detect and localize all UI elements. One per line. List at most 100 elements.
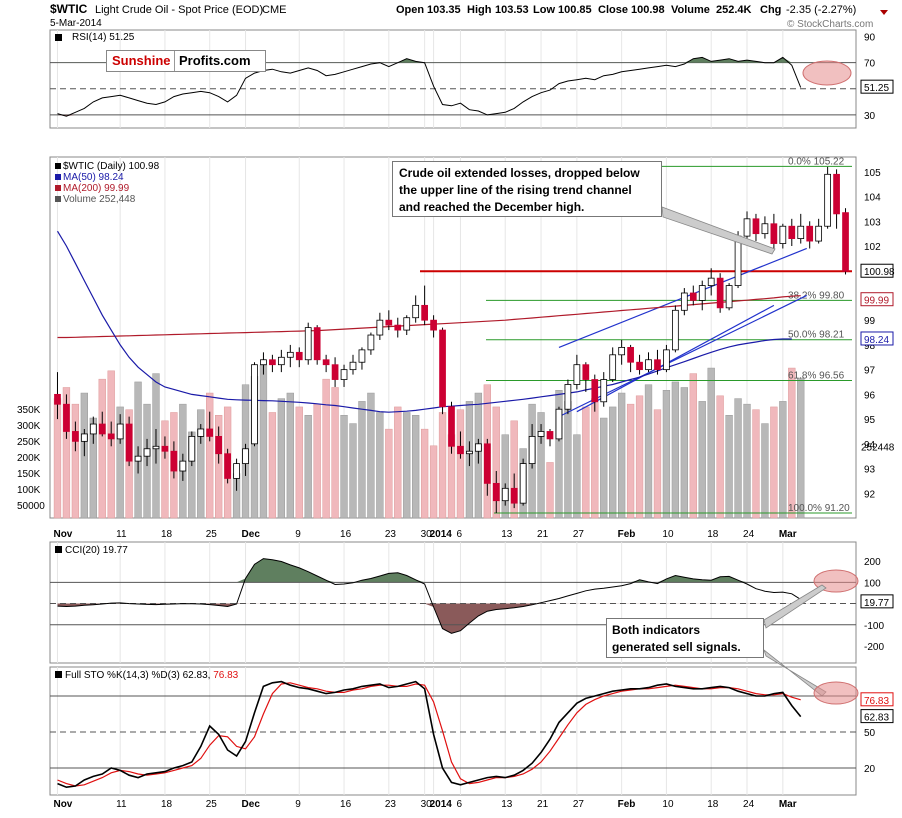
ma200-line	[57, 295, 801, 339]
price-tick: 98	[864, 341, 876, 352]
price-last-tag-box	[860, 263, 894, 278]
low-value: 100.85	[558, 4, 592, 16]
candle-body	[582, 364, 590, 380]
rsi-title: RSI(14) 51.25	[72, 32, 135, 43]
x-label-top: 24	[743, 529, 755, 540]
candle-body	[331, 364, 339, 380]
fib-label: 61.8% 96.56	[788, 371, 845, 382]
candle-body	[591, 379, 599, 403]
ma200-tag-box	[860, 292, 894, 307]
price-tick: 93	[864, 465, 876, 476]
price-tick: 97	[864, 366, 876, 377]
volume-tick: 100K	[17, 485, 41, 496]
x-label-bottom: Nov	[53, 799, 72, 810]
candle-body	[430, 319, 437, 331]
x-label-top: 18	[707, 529, 719, 540]
chg-value: -2.35 (-2.27%)	[786, 4, 856, 16]
x-label-bottom: 24	[743, 799, 755, 810]
rsi-last-tag: 51.25	[864, 83, 889, 94]
sto-title: Full STO %K(14,3) %D(3) 62.83, 76.83	[65, 670, 239, 681]
volume-bar	[277, 398, 286, 519]
sto-title-d: 76.83	[213, 670, 238, 681]
chg-label: Chg	[760, 4, 781, 16]
price-tick: 104	[864, 193, 881, 204]
candle-body	[80, 433, 88, 442]
volume-bar	[555, 390, 563, 519]
volume-bar	[376, 412, 384, 519]
candle-body	[197, 428, 205, 437]
candle-body	[89, 423, 97, 435]
x-label-top: 30	[421, 529, 433, 540]
x-label-bottom: Mar	[779, 799, 797, 810]
trend-support-line	[576, 304, 775, 413]
volume-bar	[394, 406, 402, 519]
sto-tick: 20	[864, 764, 876, 775]
candle-body	[743, 218, 751, 237]
volume-bar	[456, 409, 465, 519]
fib-label: 100.0% 91.20	[788, 503, 850, 514]
price-legend-label: $WTIC (Daily) 100.98	[63, 161, 160, 172]
trend-lower-line	[558, 294, 808, 418]
candle-body	[824, 173, 831, 227]
rsi-line	[57, 56, 802, 117]
candle-body	[251, 364, 258, 445]
volume-bar	[617, 392, 626, 519]
ohlc-summary: Open 103.35 High 103.53 Low 100.85 Close…	[396, 4, 856, 16]
price-legend-label: Volume 252,448	[63, 194, 136, 205]
sto-panel-frame	[49, 666, 857, 796]
x-label-bottom: 11	[116, 799, 127, 810]
close-label: Close	[598, 4, 628, 16]
x-label-bottom: Feb	[618, 799, 636, 810]
volume-bar	[295, 406, 303, 519]
candle-body	[636, 361, 643, 371]
volume-bar	[734, 398, 742, 519]
cci-negative-fill	[57, 603, 846, 634]
x-label-bottom: 27	[573, 799, 585, 810]
candle-body	[510, 487, 518, 504]
volume-bar	[358, 401, 366, 519]
volume-bar	[546, 462, 554, 519]
stoch-k-line	[57, 680, 802, 789]
cci-legend-swatch	[55, 546, 62, 553]
candle-body	[457, 445, 464, 455]
x-label-top: 10	[662, 529, 674, 540]
volume-bar	[671, 381, 680, 519]
candle-body	[788, 225, 796, 239]
candle-body	[752, 218, 760, 235]
candle-body	[654, 359, 661, 371]
volume-bar	[600, 417, 608, 519]
volume-last-tag: 252448	[861, 442, 895, 453]
candle-body	[689, 292, 697, 301]
candle-body	[233, 463, 240, 479]
candle-body	[475, 443, 482, 452]
sto-tick: 50	[864, 728, 876, 739]
candle-body	[152, 445, 160, 450]
candle-body	[394, 324, 402, 331]
volume-bar	[403, 412, 411, 519]
cci-last-tag-box	[860, 594, 894, 609]
candle-body	[313, 327, 321, 361]
brand-logo: Sunshine Profits.com	[106, 50, 266, 72]
candle-body	[528, 436, 536, 465]
rsi-last-tag-box	[860, 79, 894, 94]
candle-body	[242, 448, 249, 465]
candle-body	[161, 445, 169, 452]
volume-tick: 350K	[17, 405, 41, 416]
volume-bar	[492, 406, 500, 519]
candle-body	[206, 428, 214, 437]
x-label-bottom: 21	[537, 799, 549, 810]
volume-bar	[797, 377, 805, 519]
candle-body	[672, 309, 679, 351]
cci-highlight	[813, 569, 859, 593]
volume-tick: 250K	[17, 437, 41, 448]
price-legend-swatch	[55, 174, 61, 180]
volume-bar	[716, 395, 724, 519]
ma50-tag: 98.24	[864, 335, 889, 346]
candle-body	[304, 327, 312, 361]
volume-bar	[770, 406, 778, 519]
candle-body	[627, 346, 634, 363]
ma200-tag: 99.99	[864, 296, 889, 307]
candle-body	[367, 334, 375, 351]
candle-body	[779, 225, 787, 244]
volume-bar	[116, 406, 124, 519]
